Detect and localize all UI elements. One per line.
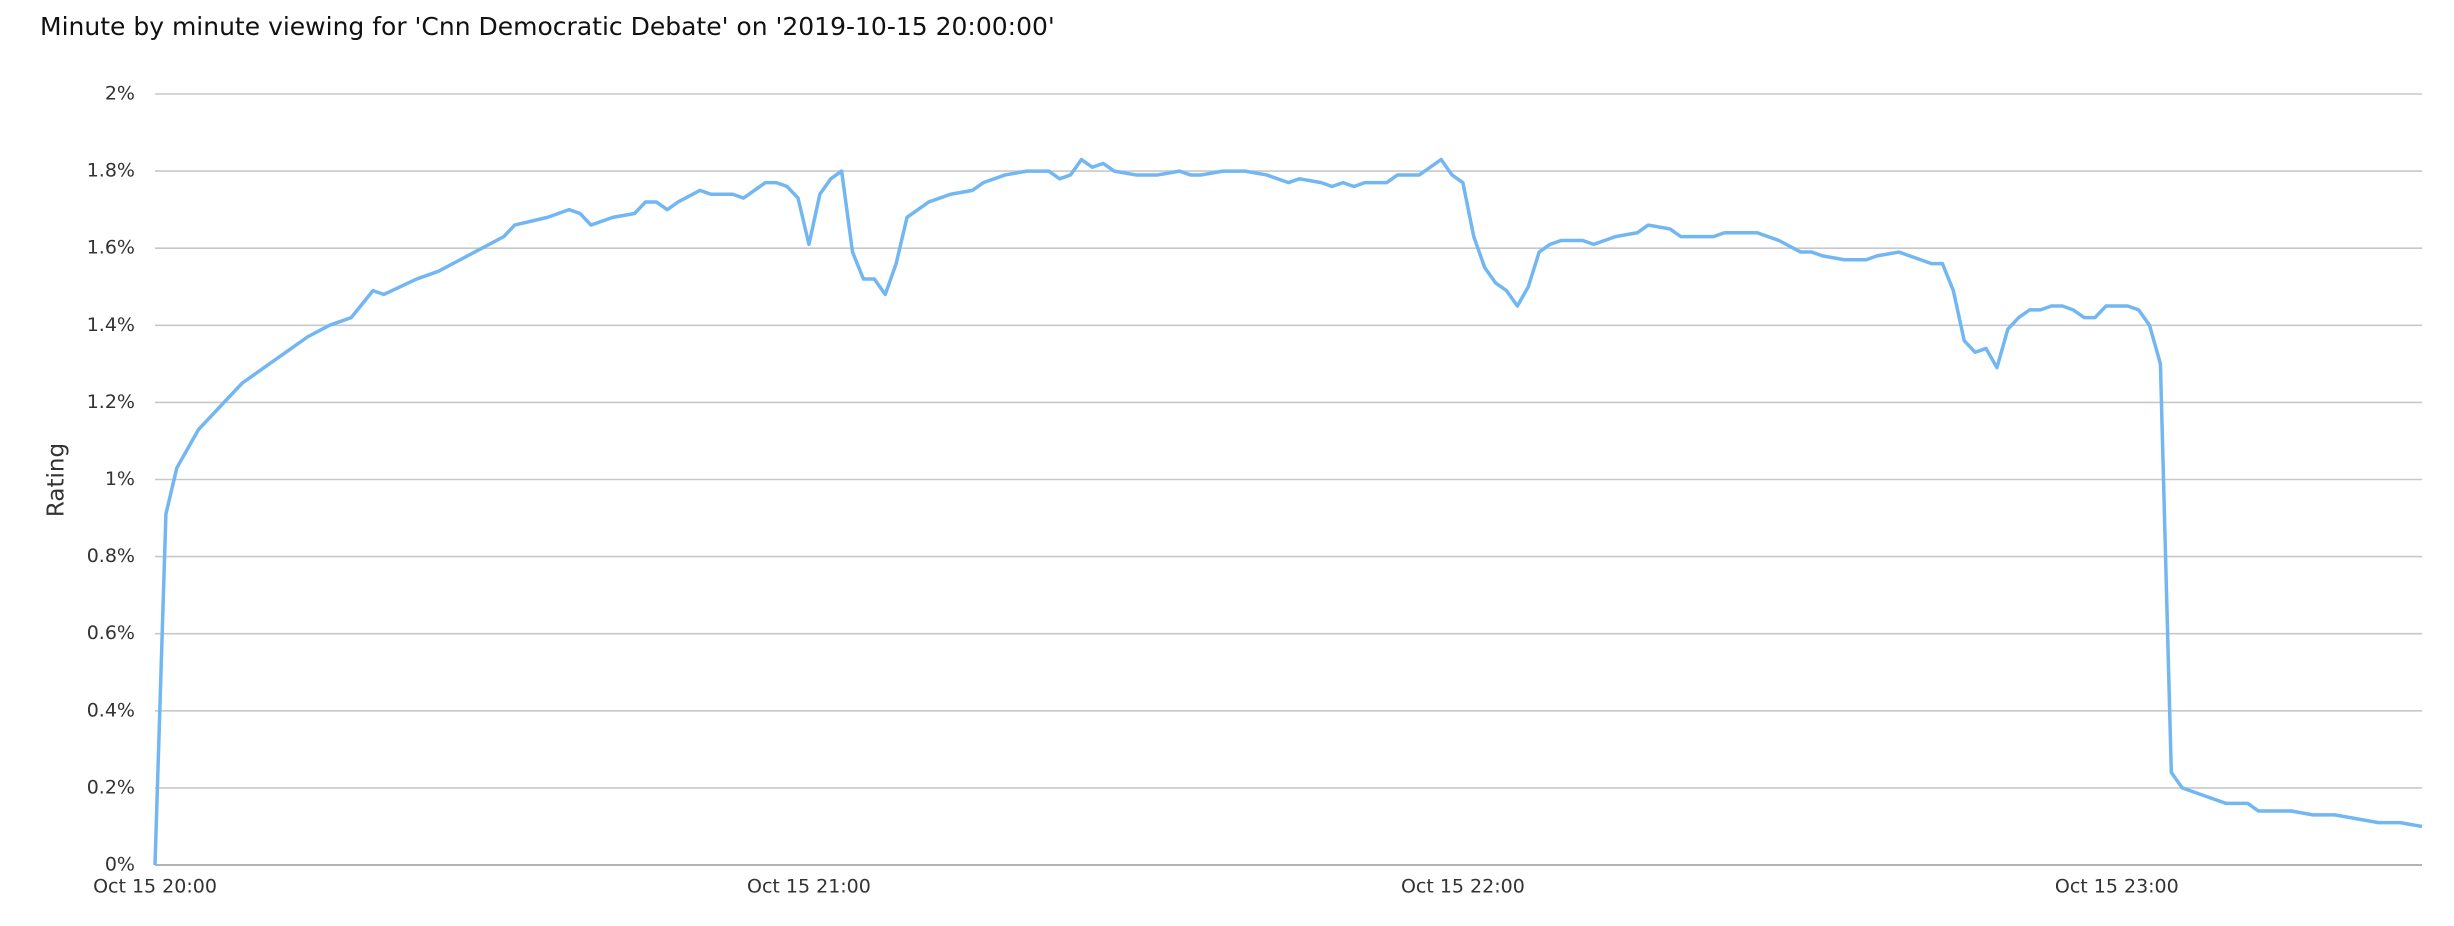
- y-tick-label: 1.4%: [87, 314, 135, 336]
- y-tick-label: 0.2%: [87, 776, 135, 798]
- x-tick-label: Oct 15 23:00: [2055, 876, 2179, 898]
- x-tick-label: Oct 15 22:00: [1401, 876, 1525, 898]
- y-tick-label: 1.6%: [87, 237, 135, 259]
- y-tick-label: 1%: [105, 468, 135, 490]
- y-tick-label: 1.8%: [87, 160, 135, 182]
- x-tick-label: Oct 15 20:00: [93, 876, 217, 898]
- y-tick-label: 0.8%: [87, 545, 135, 567]
- y-tick-label: 0.6%: [87, 622, 135, 644]
- chart-title: Minute by minute viewing for 'Cnn Democr…: [40, 12, 1055, 41]
- y-tick-label: 0%: [105, 854, 135, 876]
- y-tick-label: 1.2%: [87, 391, 135, 413]
- line: [153, 157, 2423, 866]
- x-tick-label: Oct 15 21:00: [747, 876, 871, 898]
- y-tick-label: 0.4%: [87, 699, 135, 721]
- y-axis-label: Rating: [44, 443, 70, 517]
- y-tick-label: 2%: [105, 83, 135, 105]
